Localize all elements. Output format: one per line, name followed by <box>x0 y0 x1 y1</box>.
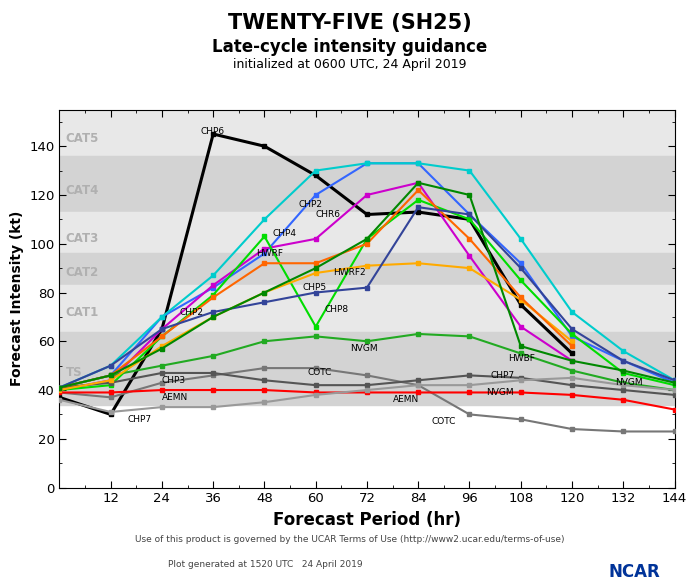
Bar <box>59 0 675 156</box>
Text: Plot generated at 1520 UTC   24 April 2019: Plot generated at 1520 UTC 24 April 2019 <box>168 560 363 569</box>
Text: initialized at 0600 UTC, 24 April 2019: initialized at 0600 UTC, 24 April 2019 <box>233 58 466 71</box>
Text: CHR6: CHR6 <box>316 210 340 219</box>
Text: NCAR: NCAR <box>609 563 661 577</box>
Text: NVGM: NVGM <box>350 344 377 353</box>
Text: CHP6: CHP6 <box>201 127 224 136</box>
Text: CAT2: CAT2 <box>66 267 99 279</box>
Text: CAT4: CAT4 <box>66 183 99 197</box>
Text: COTC: COTC <box>307 369 331 377</box>
Text: NVGM: NVGM <box>487 388 514 397</box>
Text: AEMN: AEMN <box>162 393 188 402</box>
Text: AEMN: AEMN <box>393 395 419 404</box>
Text: TS: TS <box>66 366 82 380</box>
Bar <box>59 212 675 253</box>
Text: CHP2: CHP2 <box>179 308 203 317</box>
Bar <box>59 285 675 332</box>
Text: Late-cycle intensity guidance: Late-cycle intensity guidance <box>212 38 487 55</box>
Bar <box>59 253 675 285</box>
X-axis label: Forecast Period (hr): Forecast Period (hr) <box>273 511 461 529</box>
Text: CHP8: CHP8 <box>324 305 348 314</box>
Y-axis label: Forecast Intensity (kt): Forecast Intensity (kt) <box>10 211 24 386</box>
Text: HWBF: HWBF <box>508 354 535 363</box>
Text: NVGM: NVGM <box>614 378 642 387</box>
Text: TWENTY-FIVE (SH25): TWENTY-FIVE (SH25) <box>228 13 471 33</box>
Bar <box>59 156 675 212</box>
Text: HWRF: HWRF <box>256 249 283 258</box>
Text: HWRF2: HWRF2 <box>333 268 366 278</box>
Text: CAT1: CAT1 <box>66 305 99 319</box>
Text: CHP5: CHP5 <box>303 283 327 292</box>
Text: CAT5: CAT5 <box>66 132 99 145</box>
Text: CHP7: CHP7 <box>491 371 515 380</box>
Text: COTC: COTC <box>431 417 456 426</box>
Text: CAT3: CAT3 <box>66 233 99 245</box>
Text: CHP7: CHP7 <box>128 415 152 424</box>
Text: CHP2: CHP2 <box>298 200 323 209</box>
Text: CHP4: CHP4 <box>273 230 297 238</box>
Text: Use of this product is governed by the UCAR Terms of Use (http://www2.ucar.edu/t: Use of this product is governed by the U… <box>135 535 564 545</box>
Bar <box>59 332 675 404</box>
Text: CHP3: CHP3 <box>162 376 186 385</box>
